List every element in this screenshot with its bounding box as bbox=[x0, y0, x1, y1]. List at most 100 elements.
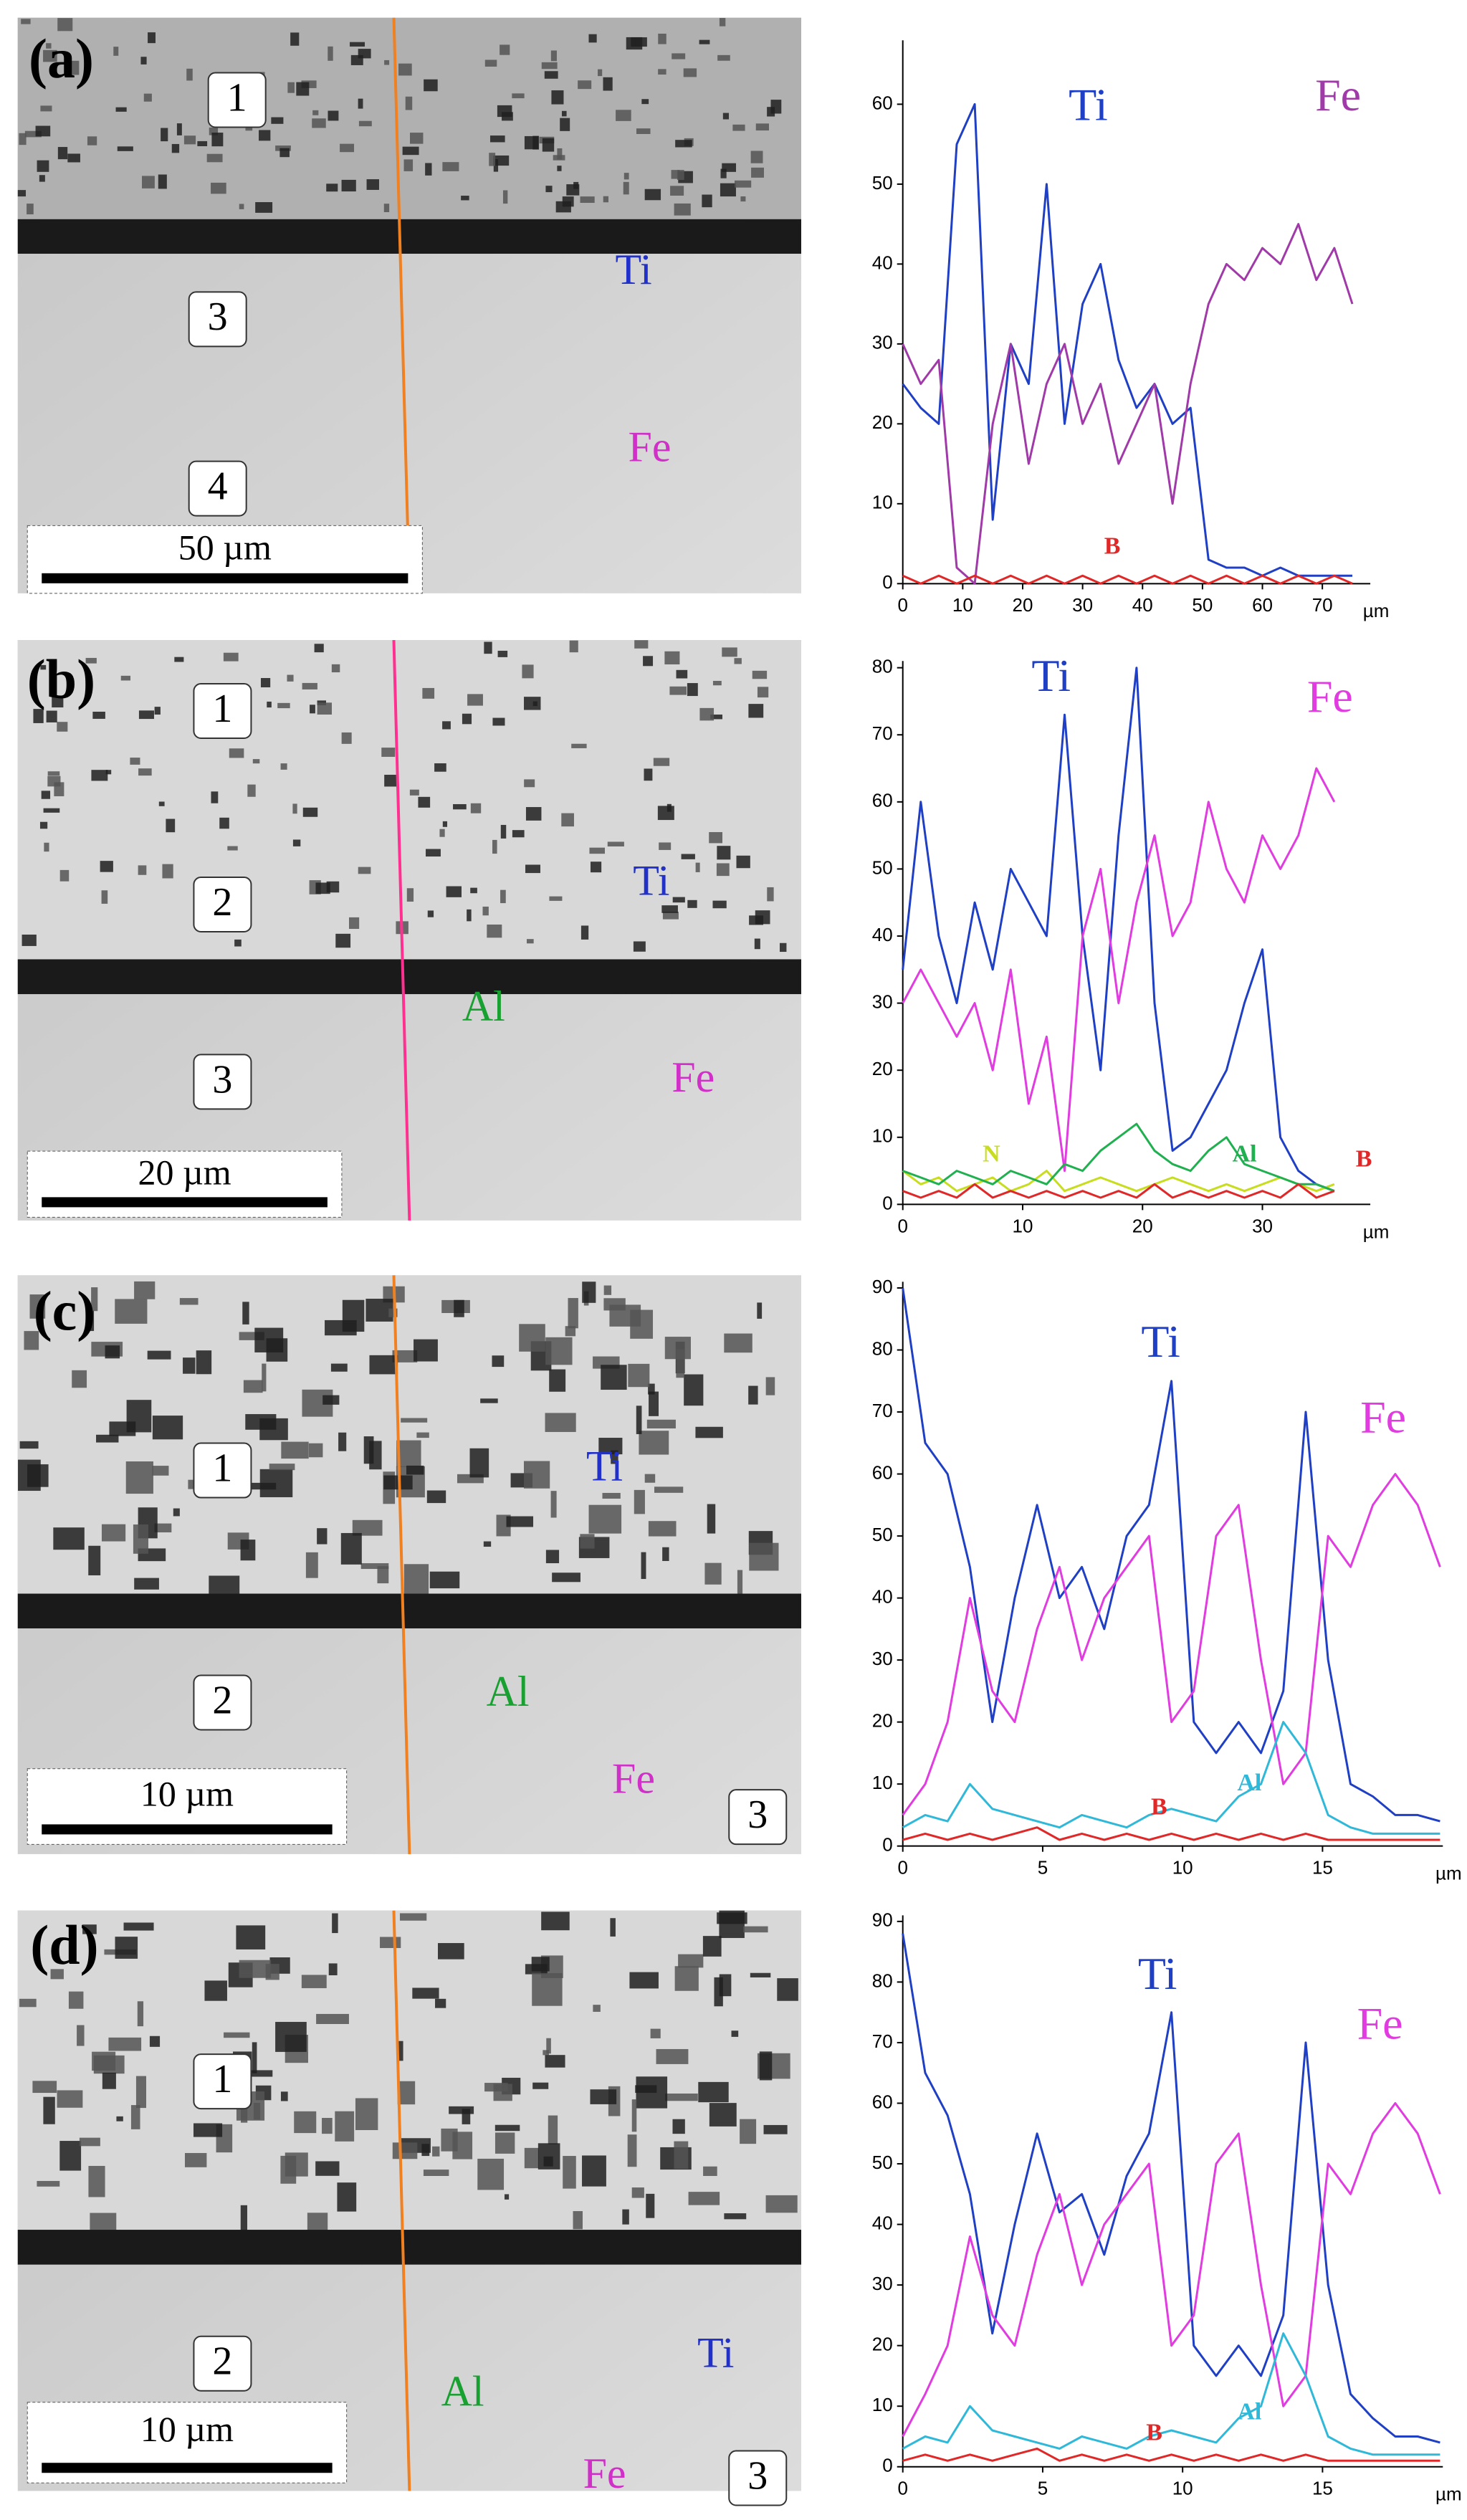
particle bbox=[161, 128, 168, 142]
region-box bbox=[193, 683, 252, 740]
particle bbox=[722, 647, 737, 657]
particle bbox=[123, 1922, 154, 1931]
y-tick-label: 60 bbox=[872, 790, 893, 811]
particle bbox=[197, 140, 208, 146]
y-tick-label: 80 bbox=[872, 1337, 893, 1359]
particle bbox=[469, 1448, 489, 1478]
particle bbox=[763, 2124, 788, 2134]
particle bbox=[338, 1432, 347, 1451]
particle bbox=[396, 1440, 421, 1467]
region-box bbox=[193, 876, 252, 932]
particle bbox=[669, 686, 687, 695]
particle bbox=[699, 39, 710, 44]
particle bbox=[603, 77, 613, 91]
particle bbox=[525, 807, 542, 821]
particle bbox=[442, 721, 451, 730]
particle bbox=[410, 133, 424, 144]
particle bbox=[500, 889, 506, 904]
particle bbox=[519, 1324, 545, 1352]
particle bbox=[512, 830, 525, 838]
particle bbox=[240, 1540, 256, 1561]
profile-line bbox=[902, 1473, 1441, 1816]
y-tick-label: 50 bbox=[872, 1524, 893, 1545]
particle bbox=[523, 1461, 550, 1489]
particle bbox=[125, 1461, 153, 1494]
panel-label: (c) bbox=[34, 1280, 96, 1342]
particle bbox=[497, 650, 508, 657]
particle bbox=[754, 938, 760, 950]
particle bbox=[561, 813, 574, 827]
particle bbox=[133, 1524, 148, 1554]
particle bbox=[43, 49, 57, 62]
series-label: B bbox=[1151, 1794, 1167, 1820]
particle bbox=[687, 683, 698, 697]
scan-line bbox=[392, 1275, 411, 1854]
element-label: Fe bbox=[583, 2450, 626, 2497]
particle bbox=[568, 1298, 578, 1329]
particle bbox=[392, 1350, 418, 1362]
particle bbox=[243, 1380, 263, 1393]
region-label: 3 bbox=[208, 295, 228, 339]
region-box bbox=[193, 2053, 252, 2110]
particle bbox=[41, 791, 51, 799]
particle bbox=[326, 183, 338, 192]
particle bbox=[502, 112, 513, 121]
y-tick-label: 10 bbox=[872, 2394, 893, 2415]
particle bbox=[751, 167, 764, 178]
particle bbox=[765, 2195, 798, 2213]
particle bbox=[280, 2155, 297, 2184]
particle bbox=[294, 2111, 317, 2134]
series-label: B bbox=[1104, 533, 1121, 560]
particle bbox=[494, 2132, 515, 2154]
particle bbox=[602, 1492, 621, 1499]
particle bbox=[50, 1969, 64, 1980]
y-tick-label: 70 bbox=[872, 1400, 893, 1421]
particle bbox=[37, 160, 49, 172]
scan-line bbox=[392, 639, 411, 1221]
particle bbox=[580, 925, 589, 940]
particle bbox=[712, 900, 727, 909]
particle bbox=[423, 2170, 449, 2177]
panel-label: (d) bbox=[30, 1914, 98, 1976]
particle bbox=[633, 941, 646, 952]
y-tick-label: 40 bbox=[872, 924, 893, 945]
particle bbox=[211, 182, 226, 194]
particle bbox=[532, 1973, 563, 2006]
particle bbox=[57, 722, 68, 732]
region-label: 3 bbox=[747, 1793, 768, 1837]
particle bbox=[573, 2211, 583, 2230]
particle bbox=[532, 701, 537, 707]
particle bbox=[427, 910, 434, 917]
particle bbox=[32, 2081, 57, 2094]
interface-band bbox=[17, 2230, 802, 2265]
particle bbox=[162, 864, 173, 879]
particle bbox=[672, 897, 685, 903]
particle bbox=[147, 1350, 171, 1360]
particle bbox=[332, 1913, 338, 1934]
particle bbox=[57, 18, 73, 32]
particle bbox=[279, 148, 290, 158]
particle bbox=[277, 702, 290, 709]
particle bbox=[434, 763, 446, 772]
particle bbox=[176, 123, 182, 135]
particle bbox=[616, 110, 631, 121]
particle bbox=[676, 1349, 684, 1378]
particle bbox=[678, 1954, 704, 1968]
particle bbox=[532, 135, 540, 150]
particle bbox=[267, 701, 272, 708]
particle bbox=[628, 1363, 650, 1388]
particle bbox=[17, 190, 27, 197]
particle bbox=[21, 934, 37, 946]
particle bbox=[648, 1521, 677, 1537]
particle bbox=[307, 2213, 328, 2233]
particle bbox=[366, 179, 379, 190]
particle bbox=[639, 1431, 669, 1455]
particle bbox=[661, 905, 678, 913]
y-tick-label: 0 bbox=[882, 571, 892, 593]
particle bbox=[522, 664, 534, 679]
particle bbox=[363, 1436, 374, 1464]
particle bbox=[57, 2090, 83, 2108]
x-unit-label: µm bbox=[1363, 600, 1390, 621]
region-label: 3 bbox=[747, 2453, 768, 2498]
